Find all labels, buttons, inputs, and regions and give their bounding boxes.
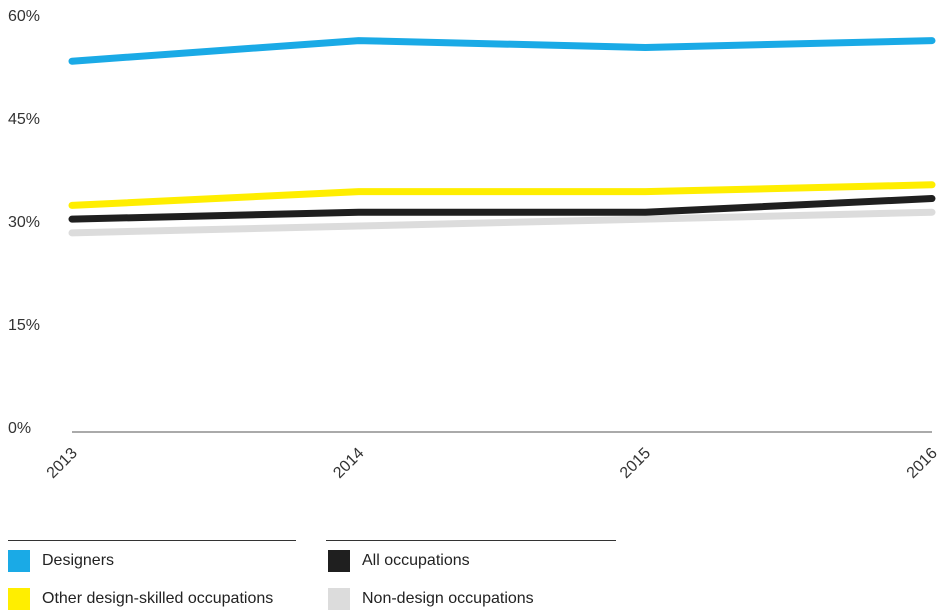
legend-rule-right: [326, 540, 616, 541]
legend-item-designers: Designers: [8, 550, 114, 572]
legend-label-other-design-skilled: Other design-skilled occupations: [42, 590, 274, 607]
y-tick-label: 60%: [8, 8, 40, 25]
line-chart: 0% 15% 30% 45% 60% 2013 2014 2015 2016: [8, 8, 941, 482]
legend-label-all-occupations: All occupations: [362, 552, 470, 569]
x-axis-labels: 2013 2014 2015 2016: [44, 445, 941, 482]
y-tick-label: 15%: [8, 317, 40, 334]
series-line-non-design-occupations: [68, 208, 936, 237]
x-tick-label: 2015: [617, 445, 654, 482]
all-occupations-swatch: [328, 550, 350, 572]
series-line-all-occupations: [68, 195, 936, 223]
legend-item-other-design-skilled: Other design-skilled occupations: [8, 588, 273, 610]
x-tick-label: 2013: [44, 445, 81, 482]
y-axis-labels: 0% 15% 30% 45% 60%: [8, 8, 40, 437]
legend-label-designers: Designers: [42, 552, 115, 569]
other-design-skilled-swatch: [8, 588, 30, 610]
legend-item-non-design: Non-design occupations: [328, 588, 534, 610]
series-line-other-design-skilled-occupations: [68, 181, 936, 209]
legend: Designers All occupations Other design-s…: [8, 540, 648, 610]
x-tick-label: 2016: [904, 445, 941, 482]
non-design-swatch: [328, 588, 350, 610]
y-tick-label: 30%: [8, 214, 40, 231]
series-line-designers: [68, 37, 936, 65]
legend-rule-left: [8, 540, 296, 541]
x-tick-label: 2014: [330, 445, 367, 482]
y-tick-label: 0%: [8, 420, 31, 437]
legend-item-all-occupations: All occupations: [328, 550, 470, 572]
y-tick-label: 45%: [8, 111, 40, 128]
designers-swatch: [8, 550, 30, 572]
legend-label-non-design: Non-design occupations: [362, 590, 534, 607]
series-layer: [68, 37, 936, 237]
